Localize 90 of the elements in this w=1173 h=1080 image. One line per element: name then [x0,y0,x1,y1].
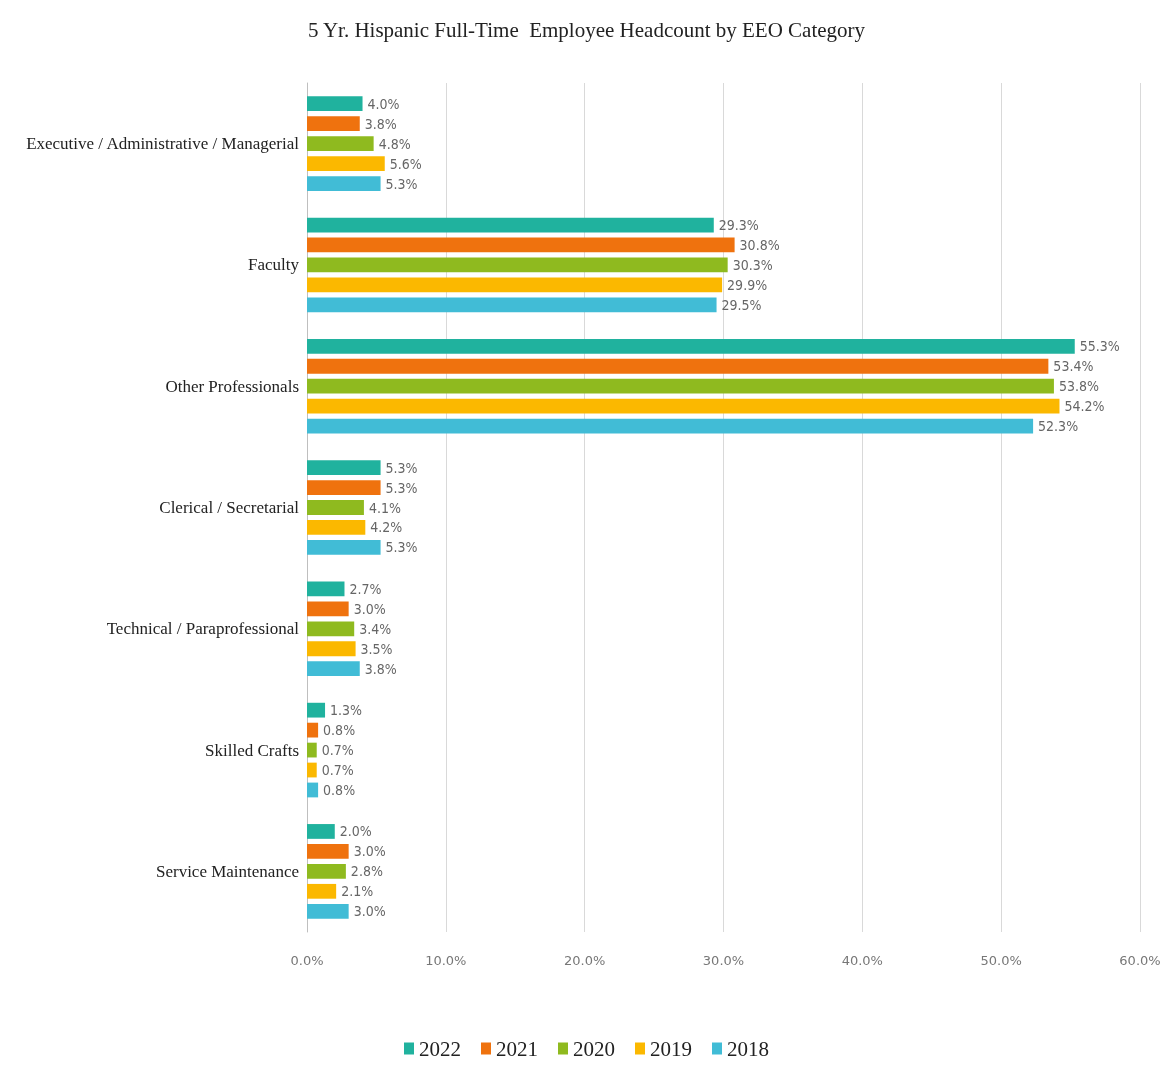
data-label: 53.4% [1053,358,1094,375]
bar [307,378,1054,394]
data-label: 3.8% [364,660,397,677]
bar [307,237,735,253]
x-tick-label: 0.0% [290,953,324,968]
data-label: 30.3% [732,256,773,273]
bar [307,176,381,191]
x-tick-label: 60.0% [1119,953,1161,968]
bar [307,480,381,495]
data-label: 52.3% [1038,418,1079,435]
legend-label: 2022 [419,1036,461,1061]
bar [307,398,1060,414]
bar [307,358,1049,374]
bar [307,581,345,597]
y-tick-label: Skilled Crafts [205,740,299,760]
data-label: 29.3% [718,217,759,234]
bar [307,136,374,152]
bar [307,903,349,919]
data-label: 3.0% [353,600,386,617]
data-label: 5.3% [385,539,418,556]
x-tick-label: 20.0% [564,953,606,968]
bar [307,460,381,475]
x-tick-label: 10.0% [425,953,467,968]
data-label: 3.4% [359,620,392,637]
data-label: 2.7% [349,580,382,597]
bar [307,297,717,313]
data-label: 5.3% [385,479,418,496]
data-label: 0.8% [323,781,356,798]
bar [307,96,363,112]
data-label: 29.9% [727,276,768,293]
x-tick-label: 30.0% [702,953,745,968]
data-label: 5.6% [389,155,422,172]
y-tick-label: Other Professionals [165,376,299,396]
data-label: 4.0% [367,95,400,112]
bar [307,863,346,879]
y-tick-label: Clerical / Secretarial [159,498,300,517]
bar [307,217,714,233]
bar [307,156,385,171]
data-label: 5.3% [385,459,418,476]
bar [307,702,326,718]
bar [307,500,364,515]
data-label: 2.1% [341,883,374,900]
data-label: 53.8% [1058,378,1099,395]
bar [307,418,1034,434]
bar [307,722,319,738]
x-tick-label: 40.0% [841,953,883,968]
data-label: 4.2% [370,519,403,536]
bar [307,641,356,657]
y-tick-label: Executive / Administrative / Managerial [26,134,300,154]
y-tick-label: Service Maintenance [155,861,299,881]
bar [307,661,360,677]
bar [307,621,355,637]
y-tick-label: Faculty [248,255,300,275]
data-label: 54.2% [1064,398,1105,415]
bar [307,742,317,758]
data-label: 3.8% [364,115,397,132]
data-label: 30.8% [739,236,780,253]
y-tick-label: Technical / Paraprofessional [106,619,300,639]
data-label: 5.3% [385,175,418,192]
data-label: 0.7% [321,742,354,759]
data-label: 3.0% [353,843,386,860]
data-label: 0.7% [321,762,354,779]
data-label: 3.5% [360,640,393,657]
data-label: 1.3% [330,702,363,719]
bar [307,601,349,617]
legend-label: 2021 [496,1036,538,1061]
bar [307,540,381,555]
bar [307,844,349,859]
data-label: 0.8% [323,722,356,739]
bar [307,782,319,798]
bar [307,520,366,535]
data-label: 4.1% [368,499,401,516]
data-label: 2.0% [339,823,372,840]
data-label: 55.3% [1079,338,1120,355]
bar [307,277,723,293]
legend-label: 2018 [727,1036,769,1061]
data-label: 4.8% [378,135,411,152]
data-label: 29.5% [721,296,762,313]
legend-label: 2019 [650,1036,692,1061]
data-label: 3.0% [353,903,386,920]
bar [307,338,1075,354]
bar [307,762,317,778]
x-tick-label: 50.0% [980,953,1022,968]
chart-title: 5 Yr. Hispanic Full-Time Employee Headcount by EEO Category [307,17,866,42]
legend-label: 2020 [573,1036,615,1061]
bar [307,116,360,132]
data-label: 2.8% [350,863,383,880]
bar [307,257,728,273]
bar [307,883,337,899]
bar [307,824,335,839]
